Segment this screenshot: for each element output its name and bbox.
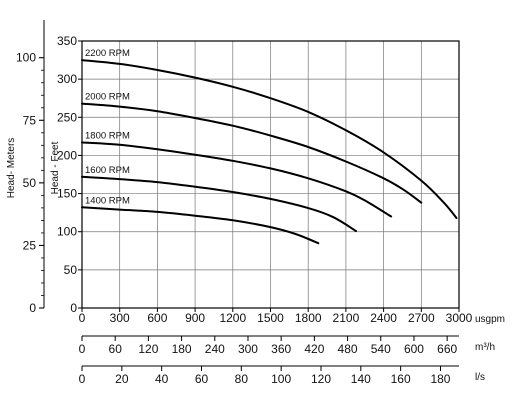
secondary-x-tick-label: 100 bbox=[271, 372, 291, 386]
secondary-x-tick-label: 0 bbox=[79, 342, 86, 356]
series-line bbox=[81, 59, 458, 219]
y-tick-label: 0 bbox=[70, 301, 77, 315]
series-line bbox=[81, 175, 357, 232]
secondary-x-tick-label: 660 bbox=[437, 342, 457, 356]
secondary-y-axis: 0 25 50 75 100 bbox=[16, 20, 45, 315]
x-tick-label: 2400 bbox=[370, 311, 397, 325]
secondary-x-tick-label: 40 bbox=[155, 372, 169, 386]
secondary-x-tick-label: 420 bbox=[304, 342, 324, 356]
secondary-x-tick-label: 120 bbox=[311, 372, 331, 386]
secondary-x-tick-label: 160 bbox=[391, 372, 411, 386]
x-tick-label: 2700 bbox=[408, 311, 435, 325]
x-axis-unit-label: usgpm bbox=[475, 314, 505, 325]
secondary-x-tick-label: 180 bbox=[430, 372, 450, 386]
x-tick-label: 0 bbox=[79, 311, 86, 325]
secondary-x-tick-label: 60 bbox=[109, 342, 123, 356]
secondary-x-axes: 0 60 120 180 240 300 360 420 480 540 600 660 m³/h 0 20… bbox=[79, 335, 495, 386]
y-tick-label: 300 bbox=[57, 72, 77, 86]
x-tick-label: 900 bbox=[185, 311, 205, 325]
grid-lines bbox=[82, 41, 459, 308]
secondary-y-tick-label: 50 bbox=[23, 176, 37, 190]
secondary-x-tick-label: 240 bbox=[205, 342, 225, 356]
secondary-x-tick-label: 20 bbox=[115, 372, 129, 386]
series-label: 2200 RPM bbox=[85, 48, 130, 59]
y-tick-label: 150 bbox=[57, 187, 77, 201]
secondary-x-tick-label: 80 bbox=[235, 372, 249, 386]
secondary-x-tick-label: 300 bbox=[238, 342, 258, 356]
secondary-x-tick-label: 180 bbox=[172, 342, 192, 356]
y-tick-label: 100 bbox=[57, 225, 77, 239]
secondary-x-axis-unit-label: l/s bbox=[475, 372, 485, 383]
secondary-y-tick-label: 75 bbox=[23, 113, 37, 127]
series-curves: 2200 RPM 2000 RPM 1800 RPM 1600 RPM 1400 RPM bbox=[81, 48, 458, 245]
secondary-x-tick-label: 140 bbox=[351, 372, 371, 386]
x-tick-label: 600 bbox=[147, 311, 167, 325]
x-axis-ticks: 0 300 600 900 1200 1500 1800 2100 2400 2700 3000 us… bbox=[79, 308, 505, 325]
y-axis-title: Head - Feet bbox=[50, 141, 61, 194]
x-tick-label: 300 bbox=[110, 311, 130, 325]
x-tick-label: 1200 bbox=[219, 311, 246, 325]
secondary-x-tick-label: 360 bbox=[271, 342, 291, 356]
y-tick-label: 50 bbox=[64, 263, 78, 277]
secondary-x-tick-label: 480 bbox=[338, 342, 358, 356]
secondary-x-tick-label: 120 bbox=[138, 342, 158, 356]
secondary-y-tick-label: 0 bbox=[29, 301, 36, 315]
series-label: 2000 RPM bbox=[85, 92, 130, 103]
secondary-y-tick-label: 100 bbox=[16, 51, 36, 65]
series-line bbox=[81, 206, 320, 245]
x-tick-label: 3000 bbox=[446, 311, 473, 325]
series-label: 1600 RPM bbox=[85, 165, 130, 176]
secondary-x-axis-unit-label: m³/h bbox=[475, 342, 495, 353]
series-line bbox=[81, 102, 423, 204]
secondary-y-axis-title: Head- Meters bbox=[6, 138, 17, 199]
series-line bbox=[81, 141, 393, 218]
y-tick-label: 200 bbox=[57, 148, 77, 162]
series-label: 1800 RPM bbox=[85, 130, 130, 141]
y-tick-label: 250 bbox=[57, 110, 77, 124]
x-tick-label: 1500 bbox=[257, 311, 284, 325]
secondary-x-tick-label: 600 bbox=[404, 342, 424, 356]
secondary-y-tick-label: 25 bbox=[23, 238, 37, 252]
y-tick-label: 350 bbox=[57, 34, 77, 48]
x-tick-label: 2100 bbox=[333, 311, 360, 325]
secondary-x-tick-label: 0 bbox=[79, 372, 86, 386]
secondary-x-tick-label: 60 bbox=[195, 372, 209, 386]
secondary-x-tick-label: 540 bbox=[371, 342, 391, 356]
series-label: 1400 RPM bbox=[85, 195, 130, 206]
y-axis-ticks: 0 50 100 150 200 250 300 350 bbox=[57, 34, 82, 315]
x-tick-label: 1800 bbox=[295, 311, 322, 325]
